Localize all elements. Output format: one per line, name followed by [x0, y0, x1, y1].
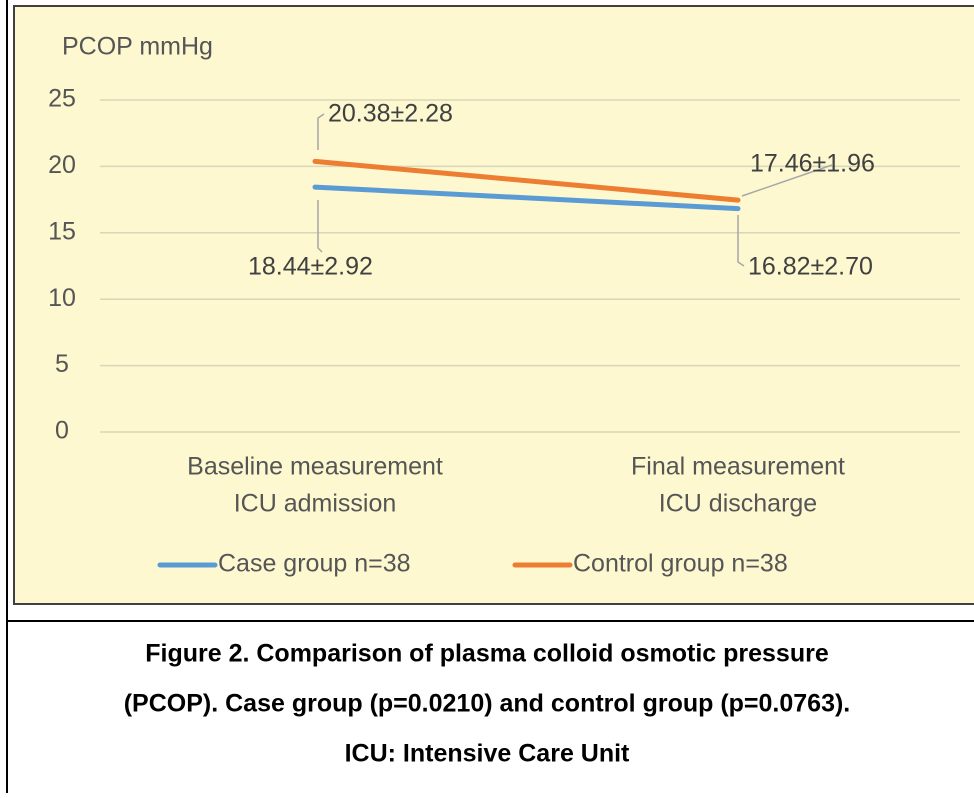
data-label: 20.38±2.28: [328, 100, 453, 128]
y-tick-label: 10: [48, 284, 76, 312]
x-tick-label: ICU discharge: [659, 490, 817, 518]
legend-label: Case group n=38: [218, 550, 411, 578]
y-axis-label: PCOP mmHg: [62, 33, 213, 61]
y-tick-label: 15: [48, 217, 76, 245]
caption: ICU: Intensive Care Unit: [345, 740, 630, 768]
x-tick-label: ICU admission: [234, 490, 397, 518]
caption: (PCOP). Case group (p=0.0210) and contro…: [124, 690, 851, 718]
chart-area: [13, 5, 974, 605]
y-tick-label: 25: [48, 85, 76, 113]
series-line: [312, 184, 741, 212]
data-label: 18.44±2.92: [248, 253, 373, 281]
leader-line: [317, 113, 325, 150]
series-line: [312, 158, 741, 203]
legend-label: Control group n=38: [573, 550, 788, 578]
data-label: 16.82±2.70: [748, 253, 873, 281]
y-tick-label: 5: [55, 350, 69, 378]
leader-line: [737, 215, 745, 267]
y-tick-label: 0: [55, 417, 69, 445]
data-label: 17.46±1.96: [750, 150, 875, 178]
caption: Figure 2. Comparison of plasma colloid o…: [145, 640, 829, 668]
leader-line: [317, 200, 323, 253]
leader-line: [741, 164, 833, 197]
y-tick-label: 20: [48, 151, 76, 179]
x-tick-label: Baseline measurement: [187, 453, 443, 481]
x-tick-label: Final measurement: [631, 453, 845, 481]
